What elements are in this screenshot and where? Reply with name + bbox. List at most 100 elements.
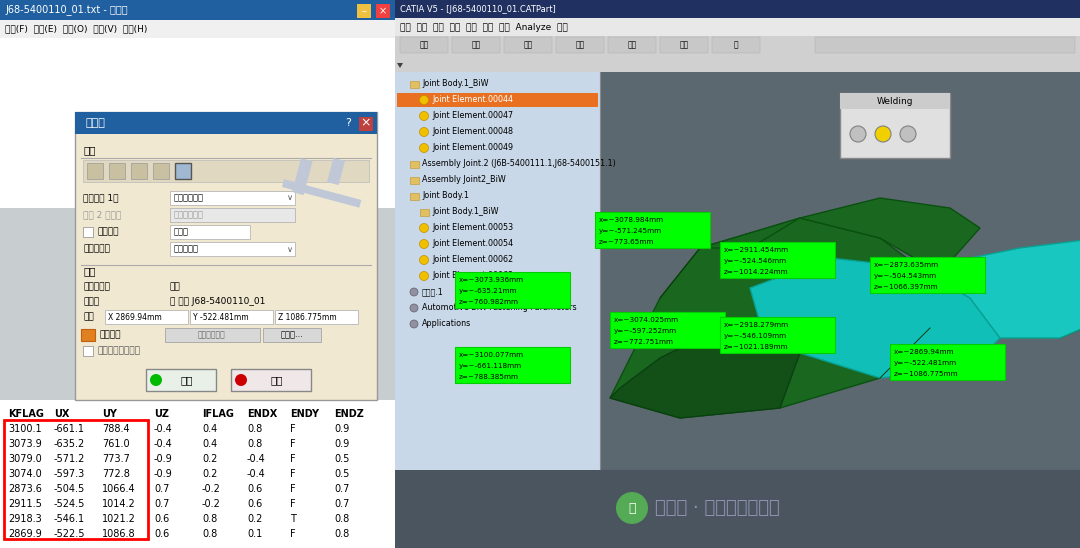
- Text: 0.7: 0.7: [334, 484, 349, 494]
- Text: 任何几何图形: 任何几何图形: [174, 193, 204, 203]
- Text: Joint Element.00063: Joint Element.00063: [432, 271, 513, 281]
- Circle shape: [419, 271, 429, 281]
- Bar: [357, 4, 372, 18]
- Text: Joint Element.00044: Joint Element.00044: [432, 95, 513, 105]
- Bar: [397, 93, 598, 107]
- Text: x=~2873.635mm: x=~2873.635mm: [874, 262, 940, 268]
- Text: y=~-524.546mm: y=~-524.546mm: [724, 258, 787, 264]
- Text: T: T: [291, 514, 296, 524]
- Bar: [395, 72, 600, 548]
- Text: 无选择: 无选择: [174, 227, 189, 237]
- Bar: [395, 0, 1080, 548]
- Text: 0.7: 0.7: [334, 499, 349, 509]
- Text: 0.6: 0.6: [247, 499, 262, 509]
- Bar: [410, 161, 419, 168]
- Text: 788.4: 788.4: [102, 424, 130, 434]
- Text: ENDY: ENDY: [291, 409, 319, 419]
- Text: x=~3074.025mm: x=~3074.025mm: [615, 317, 679, 323]
- Text: x=~2918.279mm: x=~2918.279mm: [724, 322, 789, 328]
- Text: 0.9: 0.9: [334, 424, 349, 434]
- Text: ∨: ∨: [287, 244, 293, 254]
- Circle shape: [419, 255, 429, 265]
- Text: F: F: [291, 454, 296, 464]
- Bar: [608, 37, 656, 53]
- Text: 取消: 取消: [271, 375, 283, 385]
- Bar: [0, 0, 395, 20]
- Text: -661.1: -661.1: [54, 424, 85, 434]
- Text: 2873.6: 2873.6: [8, 484, 42, 494]
- Bar: [395, 54, 1080, 72]
- Circle shape: [235, 374, 247, 386]
- Text: 定义: 定义: [83, 145, 95, 155]
- Bar: [840, 93, 950, 158]
- Text: 无: 无: [733, 41, 739, 49]
- Text: Welding: Welding: [877, 96, 914, 106]
- Bar: [87, 163, 103, 179]
- Text: ENDX: ENDX: [247, 409, 278, 419]
- Text: 0.6: 0.6: [154, 514, 170, 524]
- Circle shape: [875, 126, 891, 142]
- Text: 计算模式：: 计算模式：: [83, 244, 110, 254]
- Bar: [376, 4, 390, 18]
- Bar: [170, 191, 295, 205]
- Text: 0.8: 0.8: [334, 514, 349, 524]
- Text: 0.2: 0.2: [247, 514, 262, 524]
- Text: Y -522.481mm: Y -522.481mm: [193, 312, 248, 322]
- Text: Joint Element.00049: Joint Element.00049: [432, 144, 513, 152]
- Text: UZ: UZ: [154, 409, 168, 419]
- Text: 选择 2 模式：: 选择 2 模式：: [83, 210, 121, 220]
- Text: -635.2: -635.2: [54, 439, 85, 449]
- Text: Joint Element.00062: Joint Element.00062: [432, 255, 513, 265]
- Text: 自动: 自动: [524, 41, 532, 49]
- Text: x=~3073.936mm: x=~3073.936mm: [459, 277, 524, 283]
- Bar: [327, 158, 346, 185]
- Text: F: F: [291, 424, 296, 434]
- Text: Joint Body.1_BiW: Joint Body.1_BiW: [432, 208, 499, 216]
- Bar: [720, 242, 835, 278]
- Text: -0.9: -0.9: [154, 454, 173, 464]
- Text: 任何几何图形: 任何几何图形: [174, 210, 204, 220]
- Bar: [556, 37, 604, 53]
- Bar: [610, 312, 725, 348]
- Bar: [170, 242, 295, 256]
- Text: 1086.8: 1086.8: [102, 529, 136, 539]
- Text: z=~1086.775mm: z=~1086.775mm: [894, 371, 959, 377]
- Bar: [264, 328, 321, 342]
- Circle shape: [419, 239, 429, 248]
- Text: y=~-546.109mm: y=~-546.109mm: [724, 333, 787, 339]
- Bar: [81, 329, 95, 341]
- Circle shape: [419, 111, 429, 121]
- Text: 测量项: 测量项: [85, 118, 105, 128]
- Text: UX: UX: [54, 409, 69, 419]
- Text: 0.9: 0.9: [334, 439, 349, 449]
- Bar: [395, 0, 1080, 18]
- Text: 0.1: 0.1: [247, 529, 262, 539]
- Circle shape: [616, 492, 648, 524]
- Bar: [815, 37, 1075, 53]
- Bar: [83, 160, 369, 182]
- Bar: [395, 470, 1080, 548]
- Text: -0.9: -0.9: [154, 469, 173, 479]
- Text: ∨: ∨: [287, 193, 293, 203]
- Polygon shape: [750, 258, 1000, 378]
- Text: 点 打开 J68-5400110_01: 点 打开 J68-5400110_01: [170, 298, 266, 306]
- Bar: [83, 227, 93, 237]
- Text: Joint Body.1_BiW: Joint Body.1_BiW: [422, 79, 488, 88]
- Text: CATIA V5 - [J68-5400110_01.CATPart]: CATIA V5 - [J68-5400110_01.CATPart]: [400, 4, 556, 14]
- Text: Joint Element.00047: Joint Element.00047: [432, 111, 513, 121]
- Text: ×: ×: [379, 6, 387, 16]
- Text: –: –: [362, 6, 366, 16]
- Text: x=~2869.94mm: x=~2869.94mm: [894, 349, 955, 355]
- Text: 3073.9: 3073.9: [8, 439, 42, 449]
- Text: ×: ×: [361, 117, 372, 129]
- Text: z=~1066.397mm: z=~1066.397mm: [874, 284, 939, 290]
- Text: z=~773.65mm: z=~773.65mm: [599, 239, 654, 245]
- Polygon shape: [397, 63, 403, 68]
- Bar: [105, 310, 188, 324]
- Text: 761.0: 761.0: [102, 439, 130, 449]
- Bar: [282, 179, 362, 208]
- Text: -571.2: -571.2: [54, 454, 85, 464]
- Bar: [595, 212, 710, 248]
- Text: 自动: 自动: [471, 41, 481, 49]
- Text: 1014.2: 1014.2: [102, 499, 136, 509]
